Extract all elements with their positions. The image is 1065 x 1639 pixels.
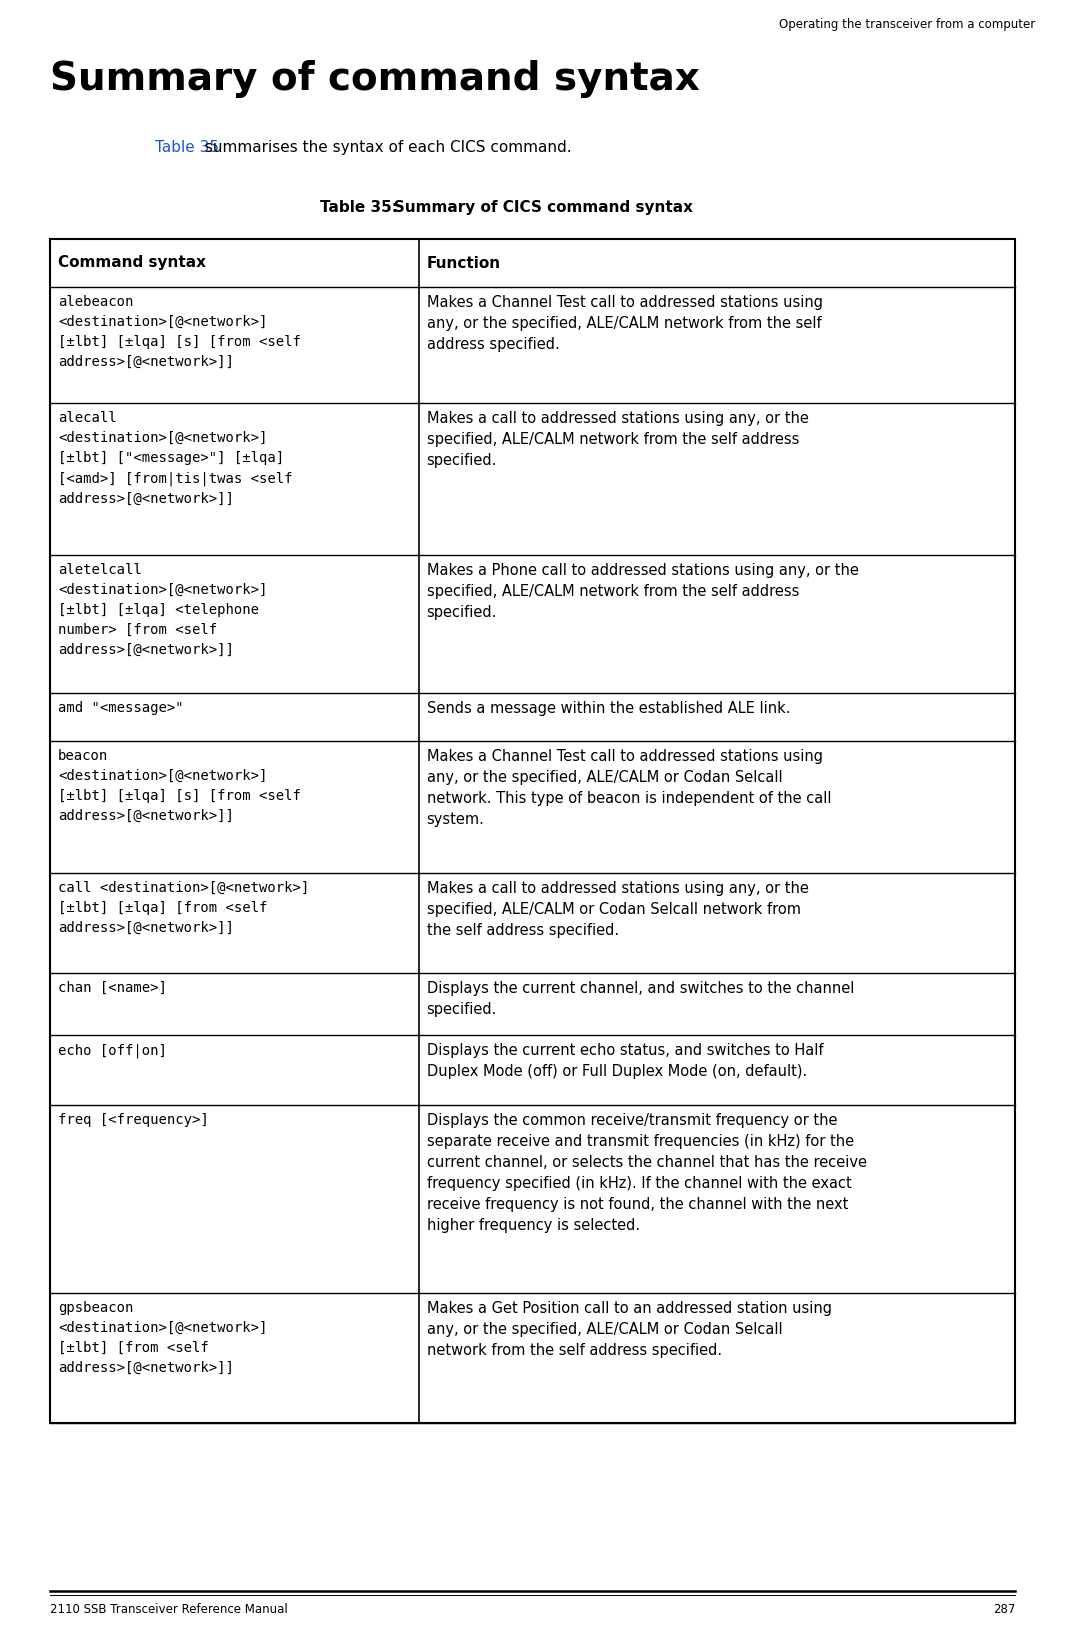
Text: aletelcall
<destination>[@<network>]
[±lbt] [±lqa] <telephone
number> [from <sel: aletelcall <destination>[@<network>] [±l… (58, 564, 267, 657)
Text: Displays the common receive/transmit frequency or the
separate receive and trans: Displays the common receive/transmit fre… (427, 1113, 867, 1233)
Text: echo [off|on]: echo [off|on] (58, 1042, 167, 1057)
Text: freq [<frequency>]: freq [<frequency>] (58, 1113, 209, 1128)
Text: Summary of command syntax: Summary of command syntax (50, 61, 700, 98)
Text: Makes a Channel Test call to addressed stations using
any, or the specified, ALE: Makes a Channel Test call to addressed s… (427, 295, 822, 352)
Text: 287: 287 (993, 1603, 1015, 1616)
Text: Displays the current channel, and switches to the channel
specified.: Displays the current channel, and switch… (427, 982, 854, 1018)
Text: summarises the syntax of each CICS command.: summarises the syntax of each CICS comma… (200, 139, 572, 156)
Text: Makes a Phone call to addressed stations using any, or the
specified, ALE/CALM n: Makes a Phone call to addressed stations… (427, 564, 858, 620)
Text: beacon
<destination>[@<network>]
[±lbt] [±lqa] [s] [from <self
address>[@<networ: beacon <destination>[@<network>] [±lbt] … (58, 749, 301, 823)
Text: Table 35:: Table 35: (320, 200, 398, 215)
Text: call <destination>[@<network>]
[±lbt] [±lqa] [from <self
address>[@<network>]]: call <destination>[@<network>] [±lbt] [±… (58, 882, 309, 936)
Text: amd "<message>": amd "<message>" (58, 701, 183, 715)
Text: Makes a Channel Test call to addressed stations using
any, or the specified, ALE: Makes a Channel Test call to addressed s… (427, 749, 831, 828)
Text: Command syntax: Command syntax (58, 256, 206, 270)
Text: Table 35: Table 35 (155, 139, 219, 156)
Text: Displays the current echo status, and switches to Half
Duplex Mode (off) or Full: Displays the current echo status, and sw… (427, 1042, 823, 1078)
Text: gpsbeacon
<destination>[@<network>]
[±lbt] [from <self
address>[@<network>]]: gpsbeacon <destination>[@<network>] [±lb… (58, 1301, 267, 1375)
Text: Function: Function (427, 256, 501, 270)
Text: Makes a Get Position call to an addressed station using
any, or the specified, A: Makes a Get Position call to an addresse… (427, 1301, 832, 1359)
Bar (50, 239, 1015, 1423)
Text: chan [<name>]: chan [<name>] (58, 982, 167, 995)
Text: Makes a call to addressed stations using any, or the
specified, ALE/CALM network: Makes a call to addressed stations using… (427, 411, 808, 469)
Text: 2110 SSB Transceiver Reference Manual: 2110 SSB Transceiver Reference Manual (50, 1603, 288, 1616)
Text: Operating the transceiver from a computer: Operating the transceiver from a compute… (779, 18, 1035, 31)
Text: alebeacon
<destination>[@<network>]
[±lbt] [±lqa] [s] [from <self
address>[@<net: alebeacon <destination>[@<network>] [±lb… (58, 295, 301, 369)
Text: Makes a call to addressed stations using any, or the
specified, ALE/CALM or Coda: Makes a call to addressed stations using… (427, 882, 808, 938)
Text: Summary of CICS command syntax: Summary of CICS command syntax (378, 200, 693, 215)
Text: Sends a message within the established ALE link.: Sends a message within the established A… (427, 701, 790, 716)
Text: alecall
<destination>[@<network>]
[±lbt] ["<message>"] [±lqa]
[<amd>] [from|tis|: alecall <destination>[@<network>] [±lbt]… (58, 411, 293, 506)
